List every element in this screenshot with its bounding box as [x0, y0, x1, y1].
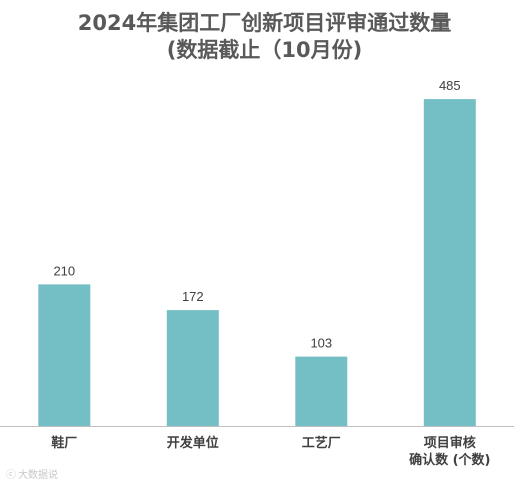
x-tick-label: 工艺厂: [302, 435, 341, 451]
bar: [295, 356, 348, 426]
bar: [423, 99, 476, 426]
x-tick-label: 开发单位: [167, 435, 219, 451]
bar-group: [38, 99, 476, 426]
data-label: 485: [439, 78, 461, 93]
bar: [166, 310, 219, 426]
chart-subtitle: (数据截止（10月份): [166, 38, 363, 62]
data-label: 172: [182, 289, 204, 304]
data-label-group: 210 172 103 485: [53, 78, 460, 351]
chart-title: 2024年集团工厂创新项目评审通过数量: [77, 11, 452, 35]
data-label: 210: [53, 263, 75, 278]
data-label: 103: [310, 336, 332, 351]
x-tick-label: 鞋厂: [51, 435, 77, 451]
watermark-text: 大数据说: [18, 470, 58, 481]
x-tick-label: 确认数 (个数): [409, 452, 490, 468]
watermark: ⓒ 大数据说: [6, 466, 58, 481]
x-tick-label: 项目审核: [424, 435, 476, 451]
logo-icon: ⓒ: [6, 470, 16, 481]
bar: [38, 284, 91, 426]
